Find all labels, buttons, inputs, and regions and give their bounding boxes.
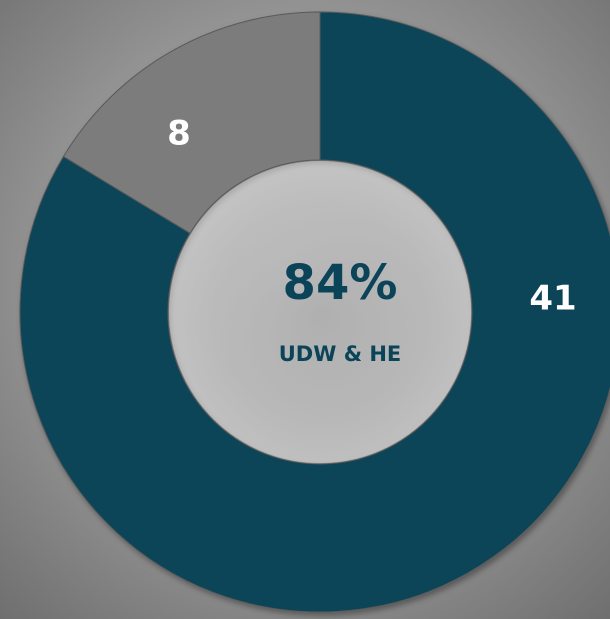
- data-label: 41: [529, 279, 576, 319]
- chart: 84% UDW & HE 41 8: [0, 0, 610, 619]
- data-label: 8: [167, 114, 191, 154]
- page: 84% UDW & HE 418 (() => { const data = J…: [0, 0, 610, 619]
- donut-hole: [169, 161, 471, 463]
- center-sublabel: UDW & HE: [279, 342, 402, 366]
- center-label: 84%: [283, 255, 398, 311]
